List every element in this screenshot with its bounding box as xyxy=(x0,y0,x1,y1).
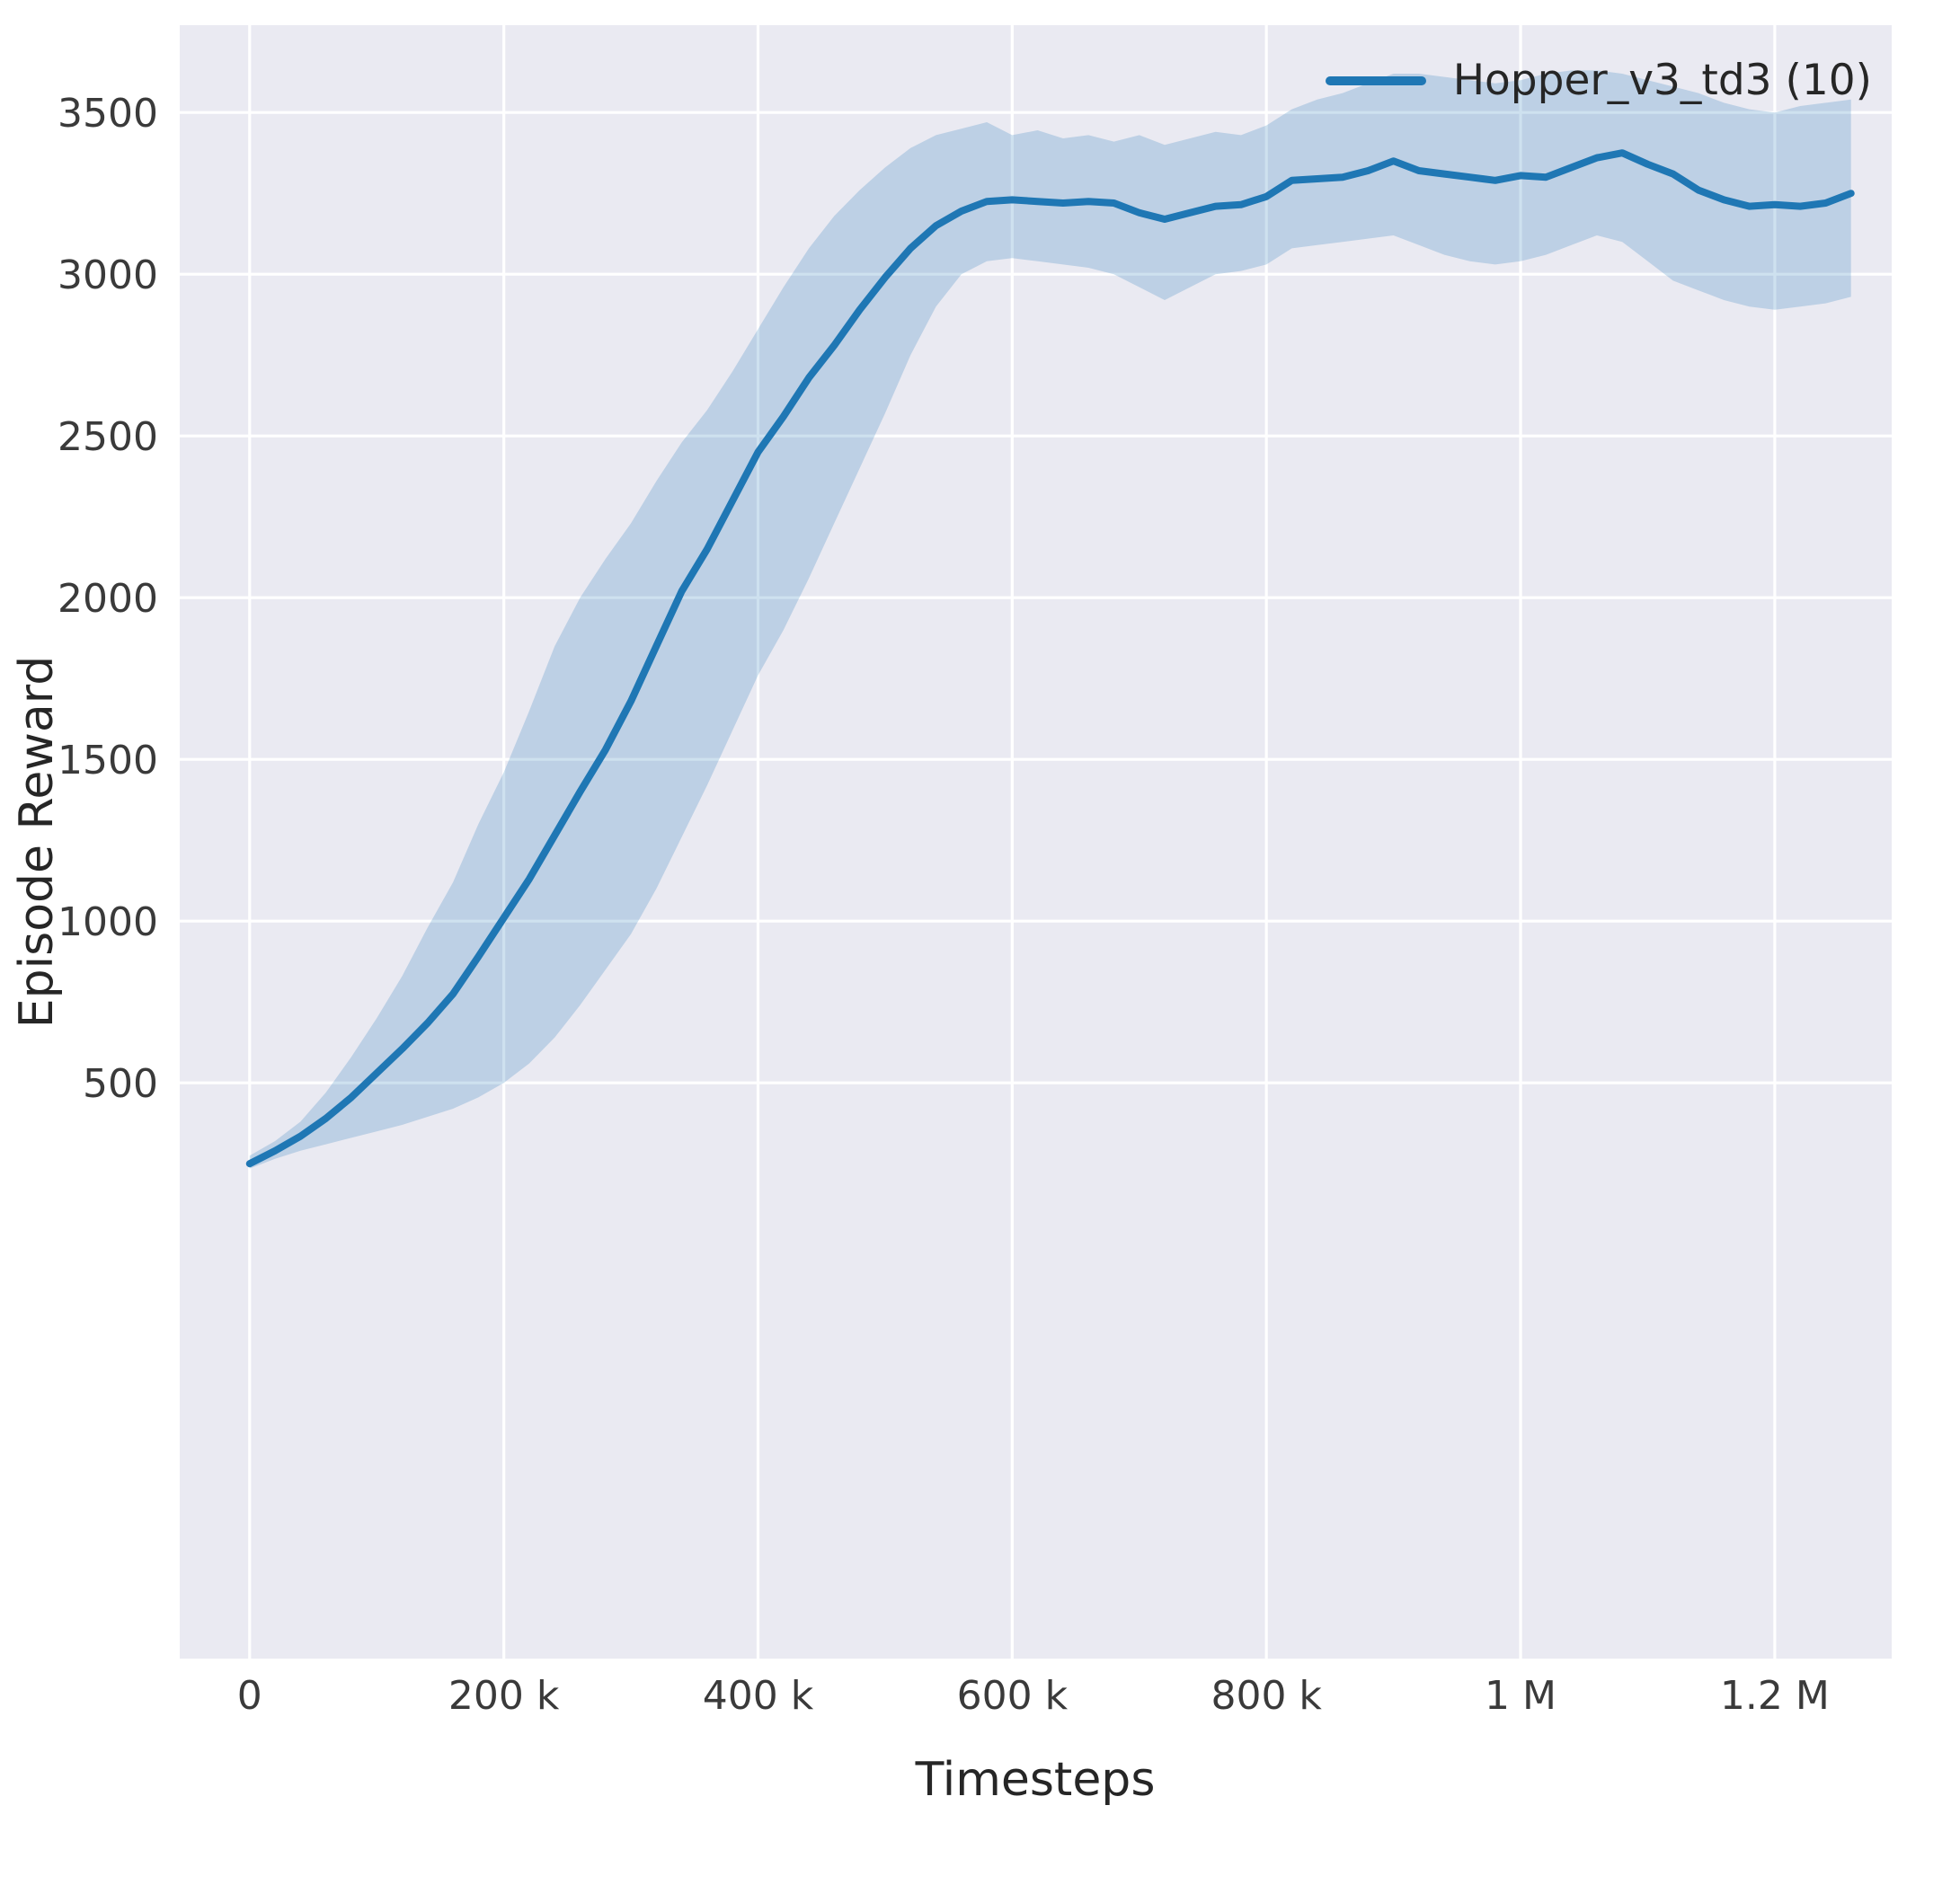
y-tick-label: 1000 xyxy=(58,899,158,945)
y-tick-label: 2500 xyxy=(58,414,158,460)
y-tick-label: 500 xyxy=(83,1061,158,1107)
y-tick-label: 1500 xyxy=(58,738,158,783)
confidence-band xyxy=(249,70,1851,1169)
x-tick-label: 600 k xyxy=(957,1673,1069,1719)
x-tick-label: 200 k xyxy=(448,1673,560,1719)
x-tick-label: 800 k xyxy=(1211,1673,1322,1719)
y-axis-label: Episode Reward xyxy=(10,656,64,1028)
y-tick-label: 3000 xyxy=(58,252,158,298)
x-tick-label: 1 M xyxy=(1485,1673,1556,1719)
legend-line-swatch xyxy=(1325,75,1426,85)
x-tick-label: 0 xyxy=(237,1673,262,1719)
y-tick-label: 3500 xyxy=(58,91,158,137)
legend-label: Hopper_v3_td3 (10) xyxy=(1452,56,1872,105)
x-tick-label: 400 k xyxy=(703,1673,814,1719)
mean-line xyxy=(245,149,1855,1168)
y-tick-label: 2000 xyxy=(58,576,158,622)
plot-background xyxy=(180,25,1892,1659)
x-tick-label: 1.2 M xyxy=(1720,1673,1830,1719)
plot-area: 0 200 k 400 k 600 k 800 k 1 M 1.2 M 500 1000 1500… xyxy=(58,25,1892,1719)
x-axis-label: Timesteps xyxy=(915,1753,1156,1807)
legend: Hopper_v3_td3 (10) xyxy=(1325,56,1872,105)
